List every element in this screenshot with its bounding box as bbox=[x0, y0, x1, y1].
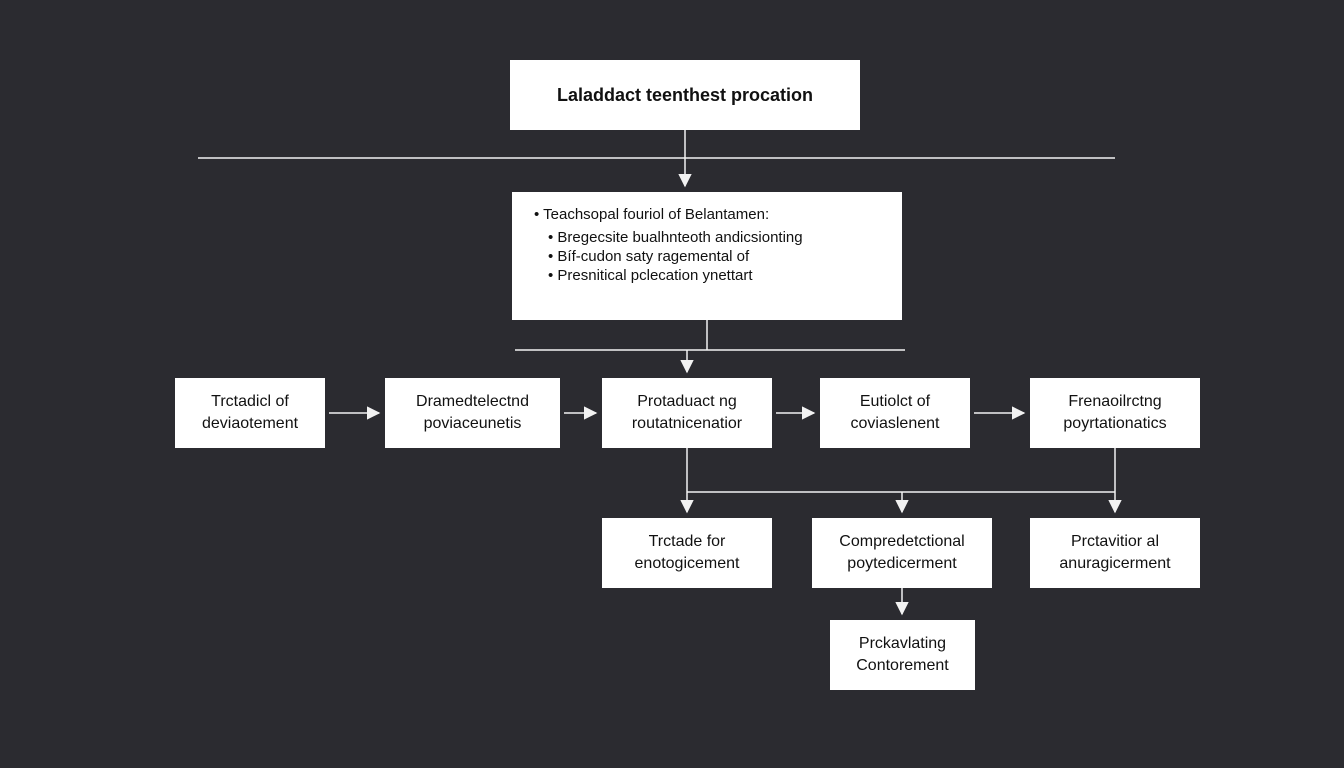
bullets-heading: • Teachsopal fouriol of Belantamen: bbox=[534, 206, 884, 223]
row2-node-line2: anuragicerment bbox=[1059, 553, 1170, 575]
row-node-line1: Frenaoilrctng bbox=[1068, 391, 1161, 413]
row2-node-line1: Compredetctional bbox=[839, 531, 964, 553]
flowchart-canvas: Laladdact teenthest procation • Teachsopa… bbox=[0, 0, 1344, 768]
row2-node-line2: enotogicement bbox=[635, 553, 740, 575]
row-node-r2: Dramedtelectndpoviaceunetis bbox=[385, 378, 560, 448]
bottom-node-line2: Contorement bbox=[856, 655, 949, 677]
row2-node-s2: Compredetctionalpoytedicerment bbox=[812, 518, 992, 588]
title-label: Laladdact teenthest procation bbox=[557, 83, 813, 107]
bullet-item: • Presnitical pclecation ynettart bbox=[548, 267, 884, 284]
row-node-line2: routatnicenatior bbox=[632, 413, 742, 435]
row-node-r5: Frenaoilrctngpoyrtationatics bbox=[1030, 378, 1200, 448]
bullets-node: • Teachsopal fouriol of Belantamen: • Bre… bbox=[512, 192, 902, 320]
row-node-line2: poyrtationatics bbox=[1063, 413, 1166, 435]
bottom-node-line1: Prckavlating bbox=[859, 633, 946, 655]
row2-node-line1: Prctavitior al bbox=[1071, 531, 1159, 553]
row-node-r4: Eutiolct ofcoviaslenent bbox=[820, 378, 970, 448]
row2-node-line1: Trctade for bbox=[649, 531, 726, 553]
row2-node-s1: Trctade forenotogicement bbox=[602, 518, 772, 588]
row-node-line2: coviaslenent bbox=[851, 413, 940, 435]
bottom-node: PrckavlatingContorement bbox=[830, 620, 975, 690]
row-node-line1: Dramedtelectnd bbox=[416, 391, 529, 413]
bullet-item: • Bregecsite bualhnteoth andicsionting bbox=[548, 229, 884, 246]
title-node: Laladdact teenthest procation bbox=[510, 60, 860, 130]
row2-node-s3: Prctavitior alanuragicerment bbox=[1030, 518, 1200, 588]
row-node-line1: Protaduact ng bbox=[637, 391, 737, 413]
row-node-line1: Eutiolct of bbox=[860, 391, 930, 413]
row-node-line2: poviaceunetis bbox=[424, 413, 522, 435]
row-node-r1: Trctadicl ofdeviaotement bbox=[175, 378, 325, 448]
row-node-line1: Trctadicl of bbox=[211, 391, 289, 413]
row2-node-line2: poytedicerment bbox=[847, 553, 956, 575]
row-node-line2: deviaotement bbox=[202, 413, 298, 435]
bullet-item: • Bíf-cudon saty ragemental of bbox=[548, 248, 884, 265]
row-node-r3: Protaduact ngroutatnicenatior bbox=[602, 378, 772, 448]
